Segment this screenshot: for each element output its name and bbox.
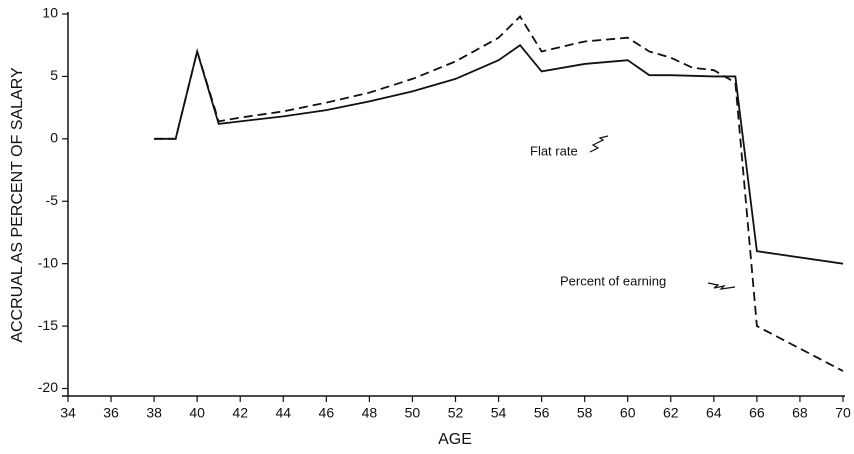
x-tick-label: 62 bbox=[663, 405, 679, 421]
annotation-arrow bbox=[707, 282, 736, 290]
x-tick-label: 52 bbox=[448, 405, 464, 421]
y-tick-label: 10 bbox=[42, 5, 58, 21]
x-tick-label: 44 bbox=[275, 405, 291, 421]
x-tick-label: 38 bbox=[146, 405, 162, 421]
x-tick-label: 46 bbox=[319, 405, 335, 421]
annotation: Percent of earning bbox=[560, 273, 666, 288]
x-tick-label: 60 bbox=[620, 405, 636, 421]
annotation: Flat rate bbox=[530, 143, 578, 158]
x-tick-label: 50 bbox=[405, 405, 421, 421]
x-axis-label: AGE bbox=[438, 431, 472, 448]
x-tick-label: 48 bbox=[362, 405, 378, 421]
x-tick-label: 36 bbox=[103, 405, 119, 421]
line-series bbox=[154, 43, 844, 265]
y-tick-label: 0 bbox=[50, 130, 58, 146]
x-tick-label: 64 bbox=[706, 405, 722, 421]
x-tick-label: 58 bbox=[577, 405, 593, 421]
y-tick-label: -5 bbox=[46, 192, 59, 208]
x-tick-label: 68 bbox=[792, 405, 808, 421]
y-tick-label: -10 bbox=[38, 254, 58, 270]
y-axis-label: ACCRUAL AS PERCENT OF SALARY bbox=[9, 67, 26, 343]
x-tick-label: 54 bbox=[491, 405, 507, 421]
annotation-arrow bbox=[589, 135, 609, 153]
x-tick-label: 34 bbox=[60, 405, 76, 421]
x-tick-label: 56 bbox=[534, 405, 550, 421]
line-series bbox=[154, 15, 844, 372]
y-tick-label: -15 bbox=[38, 317, 58, 333]
x-tick-label: 42 bbox=[232, 405, 248, 421]
x-tick-label: 66 bbox=[749, 405, 765, 421]
y-tick-label: -20 bbox=[38, 379, 58, 395]
y-tick-label: 5 bbox=[50, 67, 58, 83]
x-tick-label: 40 bbox=[189, 405, 205, 421]
x-tick-label: 70 bbox=[835, 405, 851, 421]
